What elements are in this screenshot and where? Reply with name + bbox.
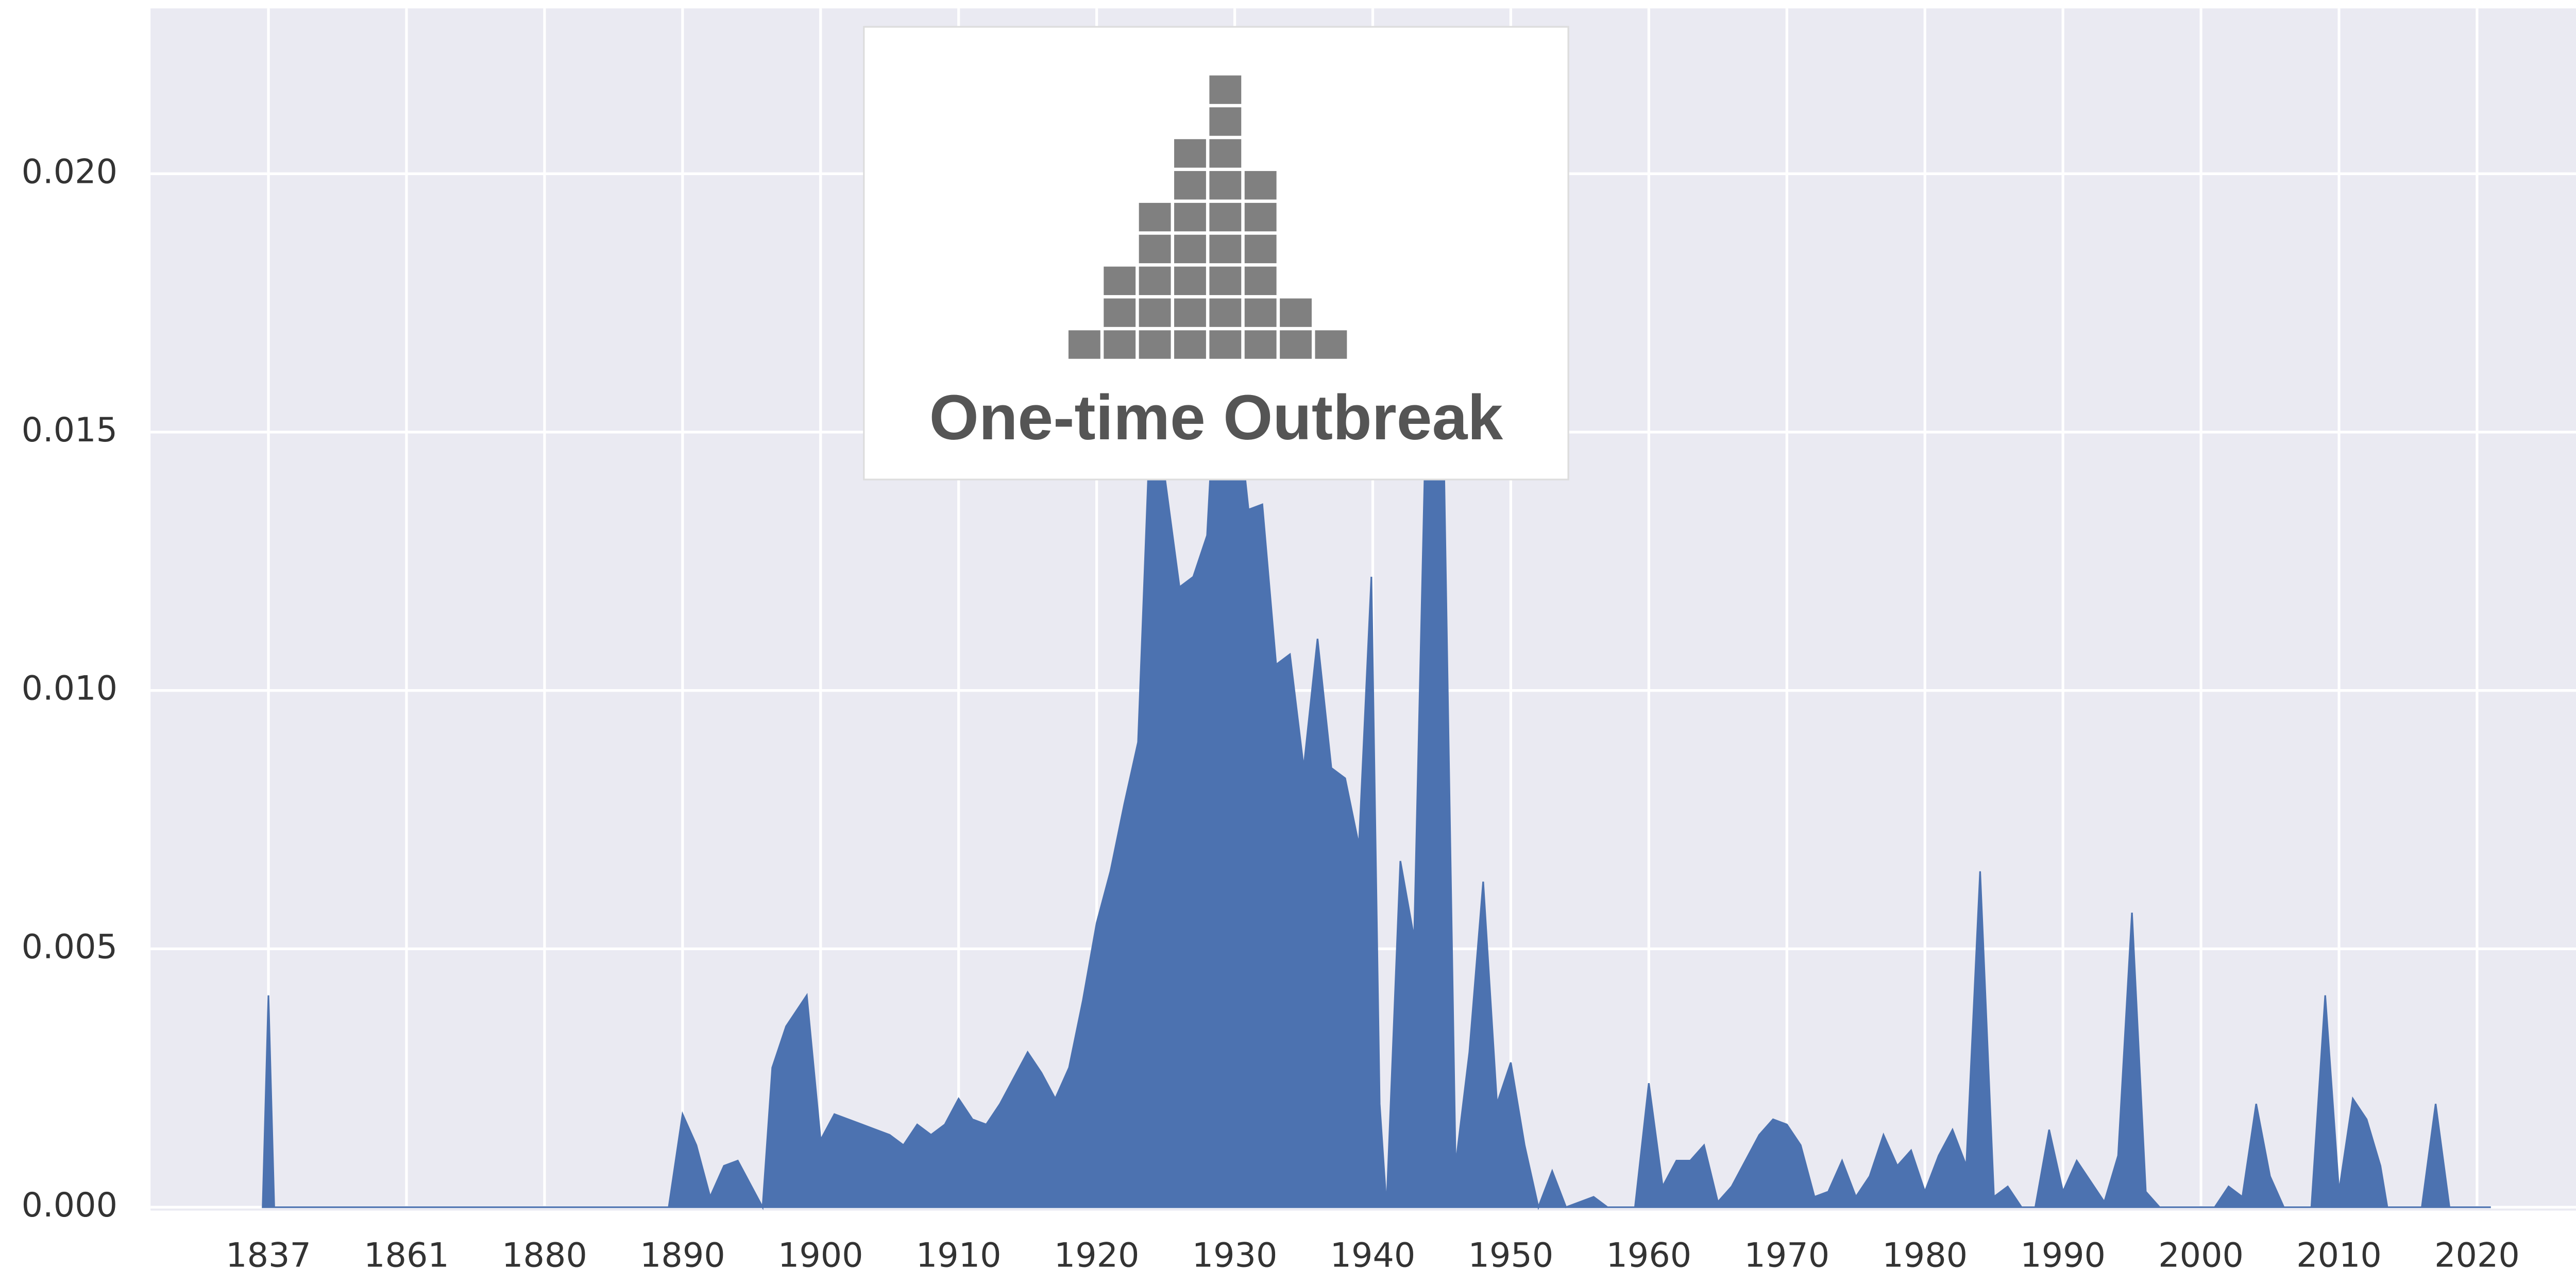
icon-cell [1244,171,1277,200]
icon-cell [1209,298,1242,327]
icon-cell [1139,202,1171,232]
x-tick-label: 1960 [1606,1237,1692,1275]
icon-cell [1068,330,1100,359]
icon-cell [1244,202,1277,232]
icon-cell [1209,107,1242,136]
icon-cell [1280,330,1312,359]
pyramid-icon [1068,75,1347,359]
icon-cell [1315,330,1347,359]
icon-cell [1209,75,1242,104]
icon-cell [1244,298,1277,327]
y-tick-label: 0.015 [22,411,117,450]
x-tick-label: 1980 [1882,1237,1968,1275]
icon-cell [1104,330,1136,359]
icon-cell [1244,330,1277,359]
x-tick-label: 1930 [1192,1237,1278,1275]
icon-cell [1139,298,1171,327]
icon-cell [1209,330,1242,359]
x-tick-label: 1970 [1744,1237,1829,1275]
icon-cell [1139,234,1171,264]
y-tick-label: 0.005 [22,928,117,966]
x-tick-label: 1861 [364,1237,449,1275]
x-tick-label: 1837 [226,1237,311,1275]
icon-cell [1174,202,1206,232]
icon-cell [1174,139,1206,168]
icon-cell [1244,266,1277,295]
icon-cell [1139,266,1171,295]
x-tick-label: 1920 [1054,1237,1140,1275]
icon-cell [1174,298,1206,327]
y-tick-label: 0.020 [22,152,117,191]
icon-cell [1209,234,1242,264]
icon-cell [1209,171,1242,200]
icon-cell [1104,266,1136,295]
icon-cell [1139,330,1171,359]
x-tick-label: 1990 [2020,1237,2106,1275]
icon-cell [1209,266,1242,295]
icon-cell [1104,298,1136,327]
x-tick-label: 1910 [916,1237,1002,1275]
y-tick-label: 0.010 [22,670,117,708]
x-tick-label: 2000 [2158,1237,2244,1275]
x-tick-label: 1890 [640,1237,725,1275]
x-tick-label: 1900 [778,1237,863,1275]
x-tick-label: 1880 [502,1237,587,1275]
area [262,277,2491,1210]
icon-cell [1174,330,1206,359]
y-tick-label: 0.000 [22,1186,117,1225]
x-tick-label: 2010 [2296,1237,2382,1275]
icon-cell [1280,298,1312,327]
inset-label: One-time Outbreak [929,382,1503,453]
icon-cell [1174,266,1206,295]
x-tick-label: 1940 [1330,1237,1416,1275]
icon-cell [1174,234,1206,264]
icon-cell [1244,234,1277,264]
x-tick-label: 2020 [2434,1237,2520,1275]
icon-cell [1209,202,1242,232]
inset: One-time Outbreak [863,26,1569,481]
icon-cell [1209,139,1242,168]
icon-cell [1174,171,1206,200]
x-tick-label: 1950 [1468,1237,1554,1275]
